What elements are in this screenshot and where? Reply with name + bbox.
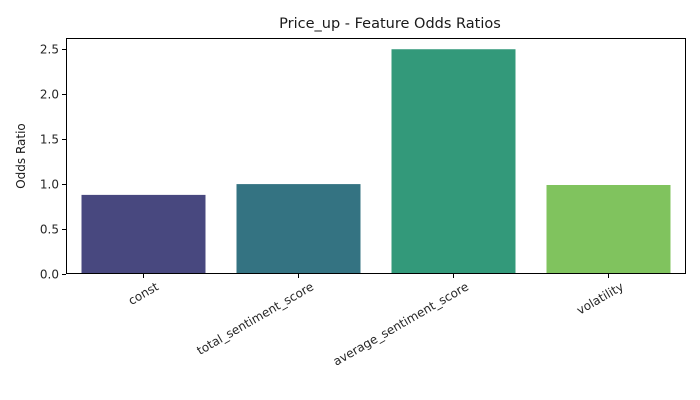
y-axis: 0.0 0.5 1.0 1.5 2.0 2.5 [40, 43, 66, 282]
bar-average-sentiment-score [391, 49, 516, 274]
y-tick-label: 2.5 [40, 43, 59, 57]
y-tick-label: 2.0 [40, 88, 59, 102]
bar-const [81, 194, 206, 274]
x-axis: const total_sentiment_score average_sentim… [126, 274, 626, 369]
bar-volatility [546, 184, 671, 274]
y-axis-label: Odds Ratio [14, 123, 28, 189]
x-tick-label: volatility [574, 279, 626, 317]
y-tick-label: 0.5 [40, 223, 59, 237]
plot-frame [66, 38, 686, 274]
x-tick-label: average_sentiment_score [331, 279, 471, 368]
y-tick-label: 1.0 [40, 178, 59, 192]
x-tick-label: total_sentiment_score [194, 279, 316, 357]
x-tick-label: const [126, 279, 161, 308]
y-tick-label: 1.5 [40, 133, 59, 147]
chart-title: Price_up - Feature Odds Ratios [279, 16, 501, 32]
y-tick-label: 0.0 [40, 268, 59, 282]
bars-group [81, 49, 671, 274]
bar-total-sentiment-score [236, 184, 361, 274]
